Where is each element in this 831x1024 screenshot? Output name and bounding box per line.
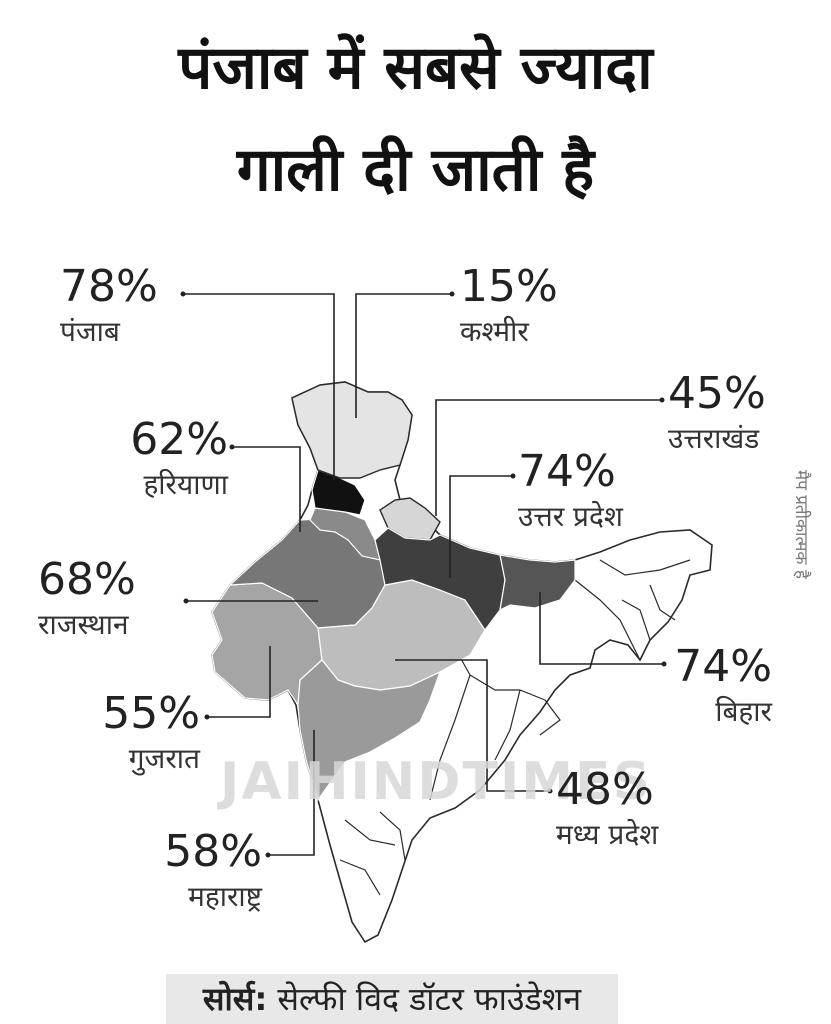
source-label: सोर्स: bbox=[202, 980, 268, 1018]
percent-madhya-pradesh: 48% bbox=[556, 764, 654, 815]
leader-maharashtra bbox=[268, 730, 315, 856]
name-bihar: बिहार bbox=[715, 695, 772, 728]
name-gujarat: गुजरात bbox=[128, 742, 200, 775]
leader-kashmir bbox=[355, 293, 452, 418]
name-maharashtra: महाराष्ट्र bbox=[188, 880, 262, 913]
name-uttarakhand: उत्तराखंड bbox=[668, 422, 760, 455]
leader-bihar bbox=[539, 592, 664, 665]
symbolic-map-note: मैप प्रतीकात्मक है bbox=[791, 470, 811, 579]
label-kashmir: 15% कश्मीर bbox=[460, 265, 558, 349]
name-haryana: हरियाणा bbox=[143, 468, 228, 501]
leader-punjab bbox=[183, 293, 335, 480]
state-kashmir bbox=[291, 381, 413, 479]
leader-dots bbox=[180, 291, 667, 858]
percent-gujarat: 55% bbox=[102, 688, 200, 739]
label-uttar-pradesh: 74% उत्तर प्रदेश bbox=[518, 450, 623, 534]
percent-kashmir: 15% bbox=[460, 261, 558, 312]
percent-punjab: 78% bbox=[60, 261, 158, 312]
name-punjab: पंजाब bbox=[60, 315, 120, 348]
percent-uttar-pradesh: 74% bbox=[518, 446, 616, 497]
percent-bihar: 74% bbox=[674, 641, 772, 692]
watermark: JAIHINDTIMES bbox=[220, 752, 653, 812]
percent-uttarakhand: 45% bbox=[668, 368, 766, 419]
leader-lines bbox=[183, 293, 664, 856]
title-line-2: गाली दी जाती है bbox=[236, 135, 595, 205]
percent-maharashtra: 58% bbox=[164, 826, 262, 877]
name-rajasthan: राजस्थान bbox=[38, 608, 129, 641]
label-rajasthan: 68% राजस्थान bbox=[38, 558, 136, 642]
label-maharashtra: 58% महाराष्ट्र bbox=[110, 830, 262, 914]
percent-haryana: 62% bbox=[130, 414, 228, 465]
label-madhya-pradesh: 48% मध्य प्रदेश bbox=[556, 768, 658, 852]
label-bihar: 74% बिहार bbox=[640, 645, 772, 729]
label-uttarakhand: 45% उत्तराखंड bbox=[668, 372, 766, 456]
label-punjab: 78% पंजाब bbox=[60, 265, 158, 349]
state-bihar bbox=[499, 554, 576, 612]
leader-haryana bbox=[232, 446, 301, 532]
name-madhya-pradesh: मध्य प्रदेश bbox=[556, 818, 659, 851]
title-line-1: पंजाब में सबसे ज्यादा bbox=[178, 33, 653, 103]
percent-rajasthan: 68% bbox=[38, 554, 136, 605]
name-uttar-pradesh: उत्तर प्रदेश bbox=[518, 500, 623, 533]
leader-uttarakhand bbox=[435, 399, 662, 516]
label-haryana: 62% हरियाणा bbox=[100, 418, 228, 502]
source-text: सेल्फी विद डॉटर फाउंडेशन bbox=[267, 980, 582, 1018]
source-caption: सोर्स: सेल्फी विद डॉटर फाउंडेशन bbox=[166, 974, 618, 1024]
leader-madhya-pradesh bbox=[395, 659, 550, 792]
leader-gujarat bbox=[207, 646, 271, 718]
state-maharashtra bbox=[297, 659, 442, 802]
leader-uttar-pradesh bbox=[449, 475, 513, 578]
state-borders bbox=[339, 559, 691, 896]
label-gujarat: 55% गुजरात bbox=[60, 692, 200, 776]
name-kashmir: कश्मीर bbox=[460, 315, 529, 348]
